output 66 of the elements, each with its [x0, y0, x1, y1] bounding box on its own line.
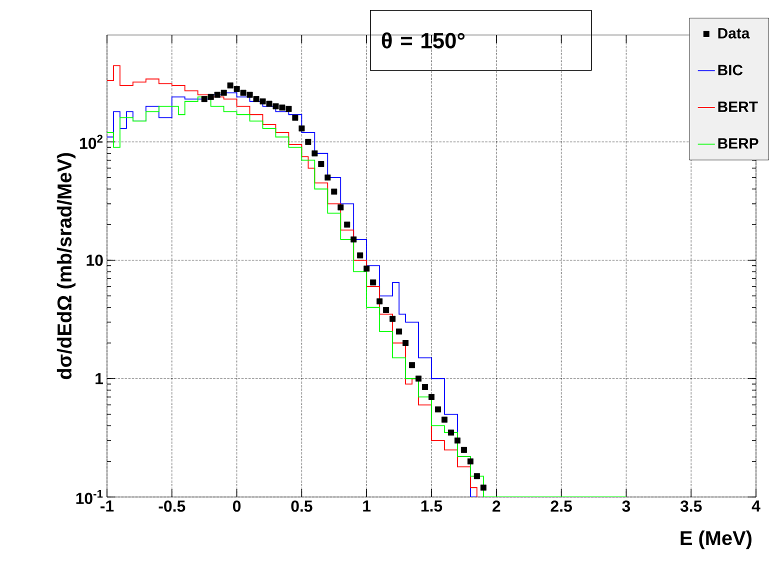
x-tick-label: 0.5: [291, 500, 312, 512]
point: [234, 86, 240, 92]
point: [441, 416, 448, 423]
legend-label: BIC: [718, 64, 743, 76]
y-tick-label: 10$^{-1}$: [76, 490, 103, 504]
point: [402, 340, 409, 346]
point: [312, 150, 318, 156]
x-tick-label: 4: [752, 500, 760, 512]
y-axis-title: dσ/dEdΩ (mb/srad/MeV): [56, 153, 76, 380]
point: [227, 82, 234, 88]
point: [318, 161, 324, 168]
point: [331, 188, 338, 195]
point: [350, 236, 357, 242]
point: [214, 92, 220, 98]
point: [208, 94, 214, 100]
point: [480, 484, 486, 491]
point: [292, 114, 298, 121]
point: [338, 204, 344, 210]
x-tick-label: 2: [492, 500, 500, 512]
point: [298, 125, 305, 132]
y-tick-label: 10$^{2}$: [80, 134, 103, 149]
point: [396, 328, 402, 335]
point: [357, 252, 364, 258]
x-tick-label: -0.5: [158, 500, 186, 512]
point: [383, 307, 390, 313]
x-axis-title: E (MeV): [680, 530, 752, 550]
y-tick-label: 10: [86, 254, 103, 266]
point: [286, 106, 292, 112]
point: [376, 298, 383, 304]
point: [448, 430, 454, 436]
legend-label: Data: [718, 28, 750, 38]
x-tick-label: 1: [363, 500, 371, 512]
x-tick-label: 0: [232, 500, 241, 512]
point: [220, 90, 227, 96]
point: [305, 138, 312, 145]
point: [474, 473, 480, 480]
point: [435, 406, 441, 412]
point: [253, 96, 260, 102]
x-tick-label: 3: [622, 500, 630, 512]
point: [344, 222, 350, 228]
point: [272, 103, 279, 110]
point: [260, 98, 266, 104]
point: [460, 446, 467, 453]
point: [364, 266, 370, 272]
point: [279, 104, 286, 111]
y-tick-label: 1: [96, 373, 104, 384]
x-tick-label: 1.5: [421, 500, 442, 512]
point: [201, 96, 208, 102]
point: [409, 362, 416, 368]
point: [390, 316, 396, 322]
x-tick-label: 2.5: [550, 500, 572, 512]
point: [454, 438, 460, 444]
x-tick-label: 3.5: [680, 500, 702, 512]
annotation: θ = 150°: [382, 32, 465, 48]
point: [416, 376, 422, 382]
point: [428, 394, 434, 400]
point: [240, 90, 246, 96]
point: [266, 100, 272, 107]
point: [246, 92, 253, 98]
point: [370, 279, 376, 286]
x-tick-label: -1: [100, 500, 114, 512]
legend-label: BERP: [718, 138, 758, 149]
point: [422, 384, 428, 390]
point: [467, 458, 474, 464]
legend-label: BERT: [718, 102, 758, 112]
point: [324, 174, 331, 181]
